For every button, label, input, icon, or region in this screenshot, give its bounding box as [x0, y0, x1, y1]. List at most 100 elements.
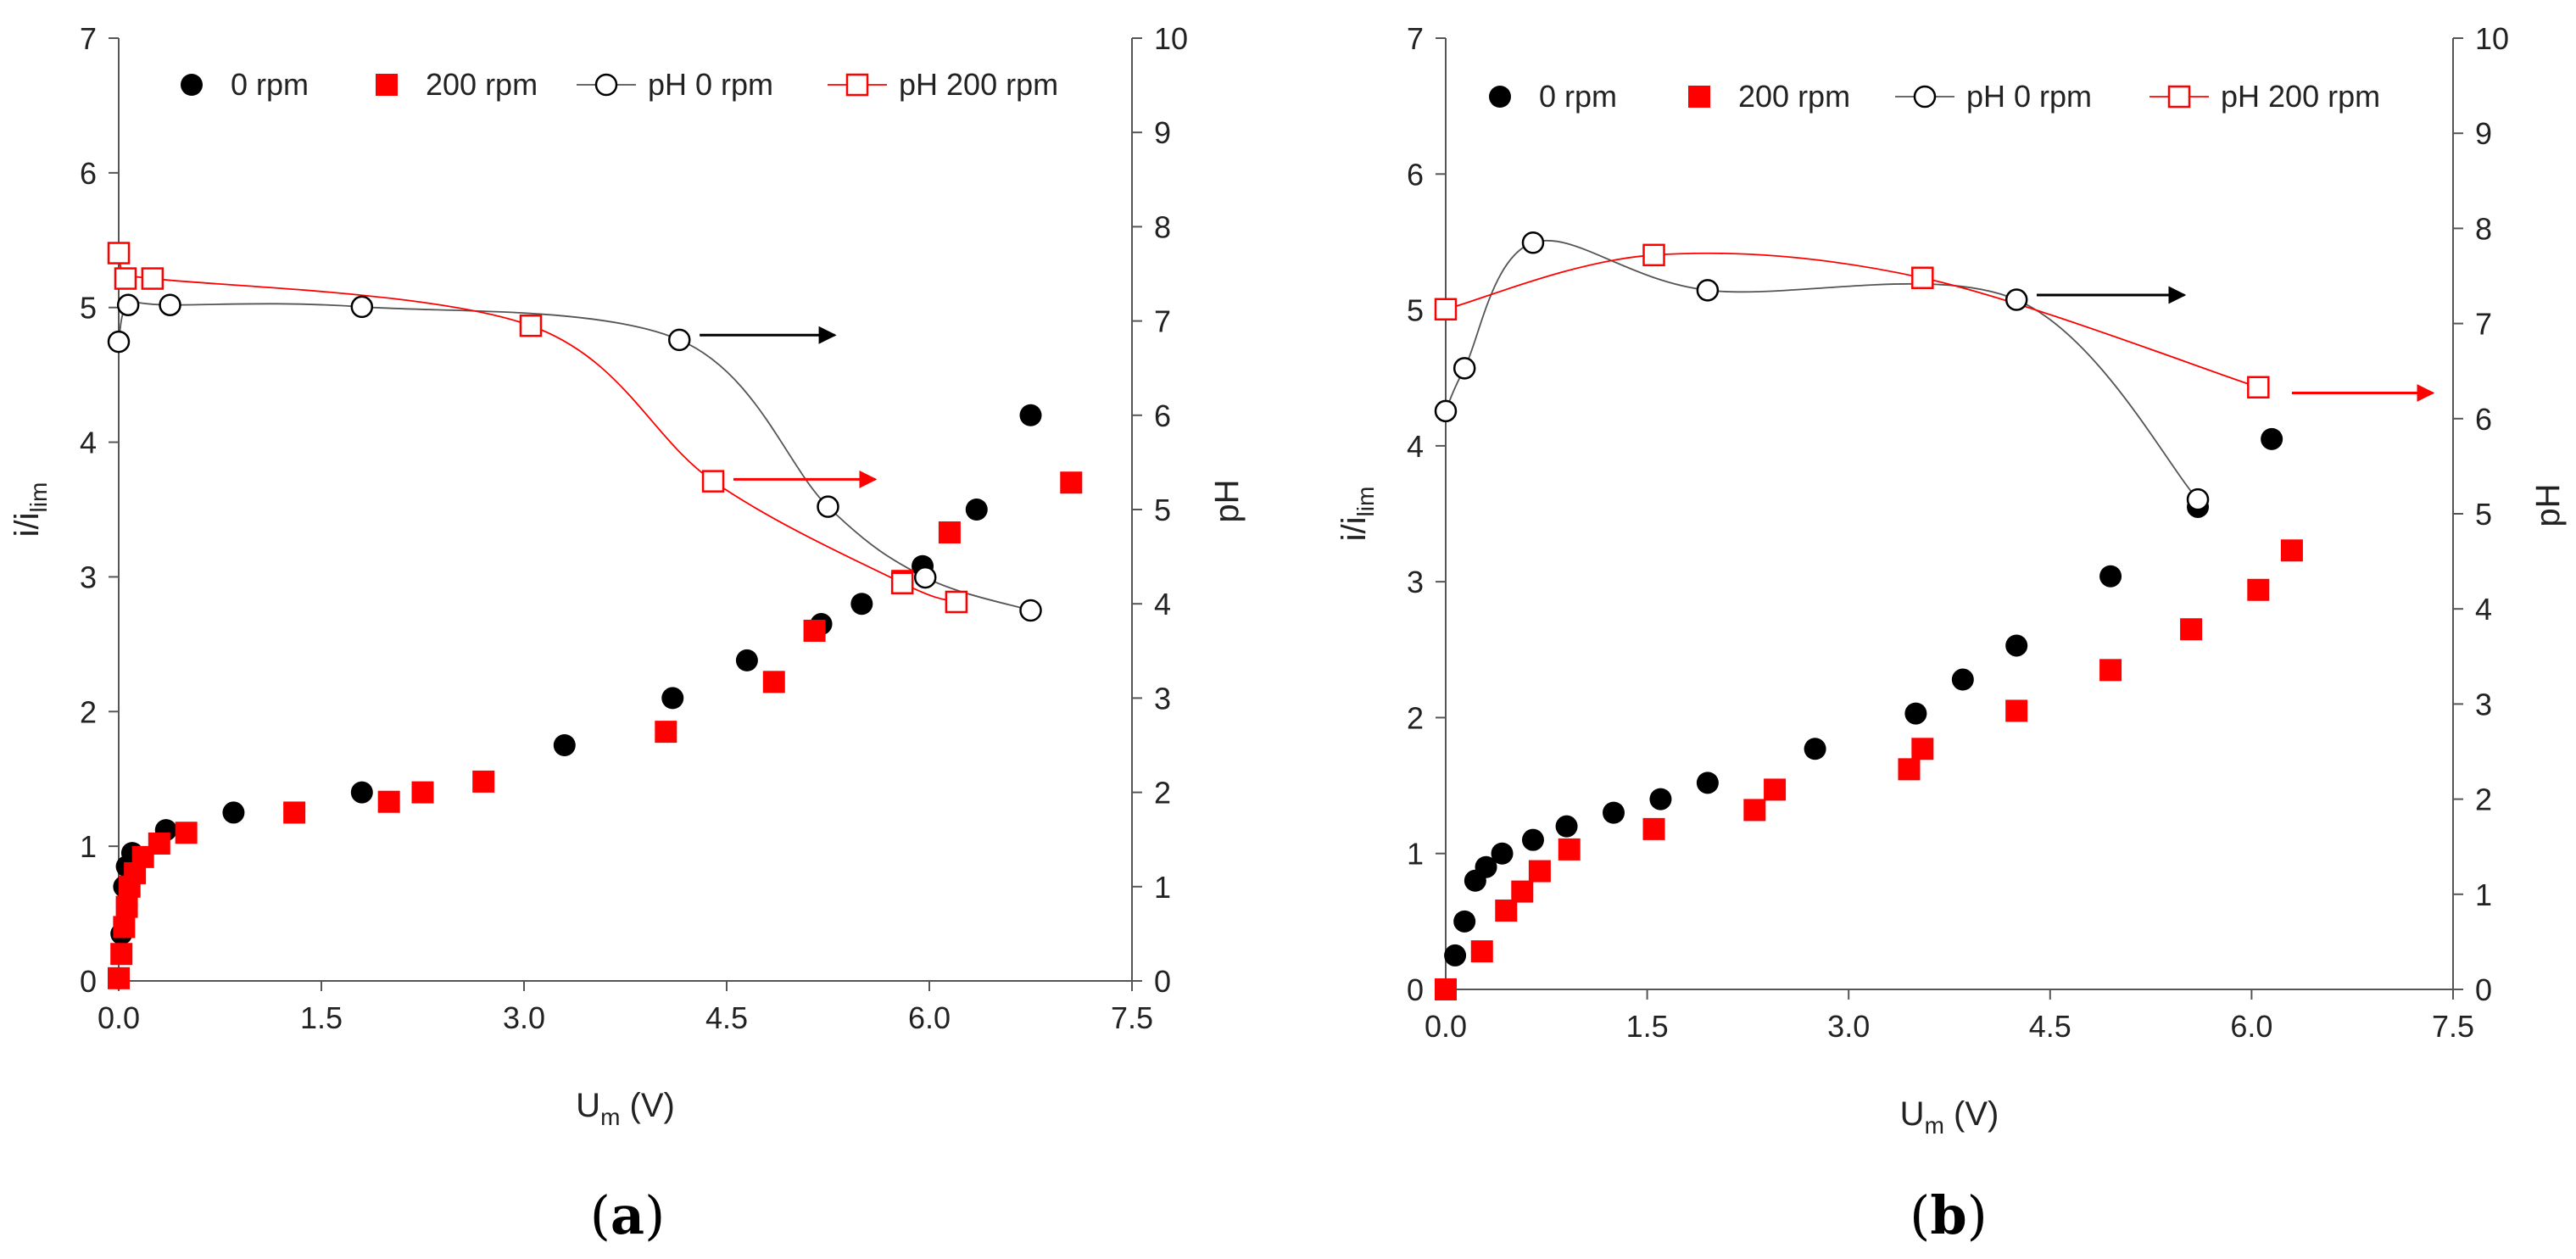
y2-tick-label: 2	[2475, 783, 2492, 817]
legend-marker	[1913, 85, 1937, 109]
legend: 0 rpm 200 rpm pH 0 rpm pH 200 rpm	[181, 67, 1058, 102]
data-point	[965, 499, 988, 521]
data-point	[1528, 860, 1551, 883]
y2-tick-label: 3	[2475, 687, 2492, 721]
legend-item: 200 rpm	[376, 67, 538, 102]
x-tick-label: 4.5	[705, 1000, 748, 1035]
data-point	[1696, 279, 1720, 302]
y2-tick-label: 10	[1154, 21, 1188, 56]
y-tick-label: 4	[80, 426, 97, 460]
y2-tick-label: 9	[2475, 116, 2492, 151]
y-tick-label: 5	[1407, 293, 1424, 328]
x-tick-label: 1.5	[300, 1000, 343, 1035]
legend-label: pH 200 rpm	[899, 67, 1058, 102]
data-point	[107, 330, 131, 354]
y-tick-label: 0	[80, 964, 97, 999]
series-line-ph-0-rpm	[118, 301, 1031, 611]
data-point	[1521, 828, 1544, 851]
legend-marker	[181, 74, 203, 96]
x-tick-label: 7.5	[2432, 1009, 2474, 1044]
series-ph-200-rpm	[107, 242, 968, 614]
x-axis-title: Um (V)	[576, 1087, 675, 1130]
y2-tick-label: 10	[2475, 21, 2509, 56]
data-point	[2004, 288, 2028, 311]
legend-item: pH 200 rpm	[828, 67, 1058, 102]
data-point	[803, 619, 826, 642]
legend-item: pH 0 rpm	[577, 67, 773, 102]
x-tick-label: 1.5	[1626, 1009, 1669, 1044]
y-tick-label: 3	[1407, 565, 1424, 599]
data-point	[1555, 815, 1578, 838]
y-tick-label: 1	[1407, 837, 1424, 872]
data-point	[667, 328, 691, 352]
y2-tick-label: 4	[1154, 587, 1171, 621]
data-point	[1904, 702, 1927, 725]
series-line-ph-0-rpm	[1445, 239, 2199, 500]
series-200-rpm	[108, 471, 1083, 989]
data-point	[1475, 855, 1497, 878]
data-point	[890, 571, 914, 594]
y-axis-title: i/ilim	[1335, 487, 1379, 542]
legend-label: 0 rpm	[231, 67, 309, 102]
y2-tick-label: 2	[1154, 776, 1171, 811]
x-tick-label: 4.5	[2029, 1009, 2071, 1044]
legend-item: pH 0 rpm	[1895, 79, 2092, 114]
data-point	[1511, 880, 1534, 903]
data-point	[519, 314, 543, 337]
data-point	[1898, 758, 1921, 781]
y-tick-label: 3	[80, 560, 97, 594]
data-point	[114, 267, 137, 290]
x-tick-label: 3.0	[1827, 1009, 1870, 1044]
data-point	[1911, 266, 1934, 289]
data-point	[2186, 487, 2210, 511]
y2-tick-label: 4	[2475, 592, 2492, 627]
data-point	[141, 267, 164, 290]
data-point	[2247, 376, 2270, 399]
data-point	[1743, 799, 1766, 822]
series-0-rpm	[108, 404, 1042, 989]
legend-item: 0 rpm	[1489, 79, 1617, 114]
data-point	[283, 801, 306, 824]
data-point	[913, 565, 937, 589]
y-tick-label: 4	[1407, 429, 1424, 464]
legend-marker	[2167, 85, 2191, 109]
y-tick-label: 5	[80, 291, 97, 326]
y2-tick-label: 7	[1154, 304, 1171, 339]
y-tick-label: 7	[1407, 21, 1424, 56]
data-point	[2180, 618, 2203, 641]
data-point	[817, 495, 839, 518]
legend-marker	[594, 73, 618, 97]
data-point	[1521, 231, 1545, 254]
data-point	[1911, 738, 1934, 760]
data-point	[1951, 668, 1974, 691]
data-point	[850, 593, 873, 616]
data-point	[148, 832, 170, 855]
data-point	[762, 671, 785, 694]
series-ph-200-rpm	[1434, 243, 2270, 399]
data-point	[472, 770, 495, 793]
legend-label: 0 rpm	[1539, 79, 1617, 114]
legend: 0 rpm 200 rpm pH 0 rpm pH 200 rpm	[1489, 79, 2380, 114]
x-tick-label: 7.5	[1111, 1000, 1153, 1035]
data-point	[350, 295, 374, 319]
panel-label: (a)	[590, 1184, 666, 1246]
legend-item: pH 200 rpm	[2149, 79, 2380, 114]
data-point	[1435, 978, 1457, 1000]
data-point	[661, 687, 684, 710]
y-tick-label: 7	[80, 21, 97, 56]
y2-tick-label: 6	[2475, 402, 2492, 437]
data-point	[938, 521, 961, 544]
data-point	[2005, 634, 2028, 657]
data-point	[113, 916, 136, 939]
legend-marker	[1688, 86, 1710, 108]
data-point	[159, 293, 181, 316]
series-ph-0-rpm	[1434, 231, 2210, 511]
data-point	[1558, 838, 1581, 861]
y2-tick-label: 6	[1154, 398, 1171, 433]
x-tick-label: 6.0	[2230, 1009, 2272, 1044]
legend-item: 200 rpm	[1688, 79, 1850, 114]
data-point	[2247, 578, 2270, 601]
data-point	[1649, 788, 1672, 811]
